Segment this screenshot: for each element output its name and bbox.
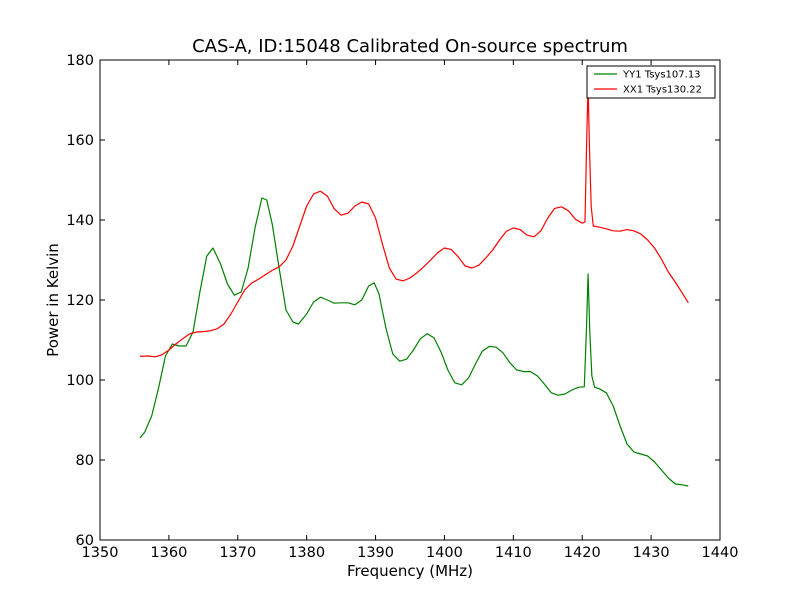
series-line-0 — [139, 197, 689, 487]
y-tick-label: 140 — [66, 213, 94, 229]
legend: YY1 Tsys107.13 XX1 Tsys130.22 — [586, 65, 716, 99]
chart-title: CAS-A, ID:15048 Calibrated On-source spe… — [192, 36, 628, 57]
x-tick-label: 1380 — [288, 545, 325, 561]
y-axis-title: Power in Kelvin — [44, 243, 62, 357]
legend-box — [586, 65, 716, 99]
x-tick-label: 1360 — [150, 545, 187, 561]
x-tick-label: 1410 — [495, 545, 532, 561]
x-tick-label: 1350 — [82, 545, 119, 561]
series-line-1 — [139, 83, 689, 358]
y-tick-label: 100 — [66, 373, 94, 389]
x-tick-label: 1400 — [426, 545, 463, 561]
y-tick-label: 60 — [76, 533, 94, 549]
axis-ticks: 1350 1360 1370 1380 1390 1400 1410 1420 1430 1440… — [66, 53, 738, 561]
legend-label-yy1: YY1 Tsys107.13 — [622, 70, 701, 81]
x-tick-label: 1420 — [564, 545, 601, 561]
x-tick-label: 1430 — [633, 545, 670, 561]
x-tick-label: 1370 — [219, 545, 256, 561]
y-tick-label: 80 — [76, 453, 94, 469]
series-layer — [139, 83, 689, 487]
x-tick-label: 1390 — [357, 545, 394, 561]
x-axis-title: Frequency (MHz) — [347, 562, 473, 580]
y-tick-label: 180 — [66, 53, 94, 69]
y-tick-label: 120 — [66, 293, 94, 309]
x-tick-label: 1440 — [702, 545, 739, 561]
y-tick-label: 160 — [66, 133, 94, 149]
legend-label-xx1: XX1 Tsys130.22 — [623, 85, 702, 96]
